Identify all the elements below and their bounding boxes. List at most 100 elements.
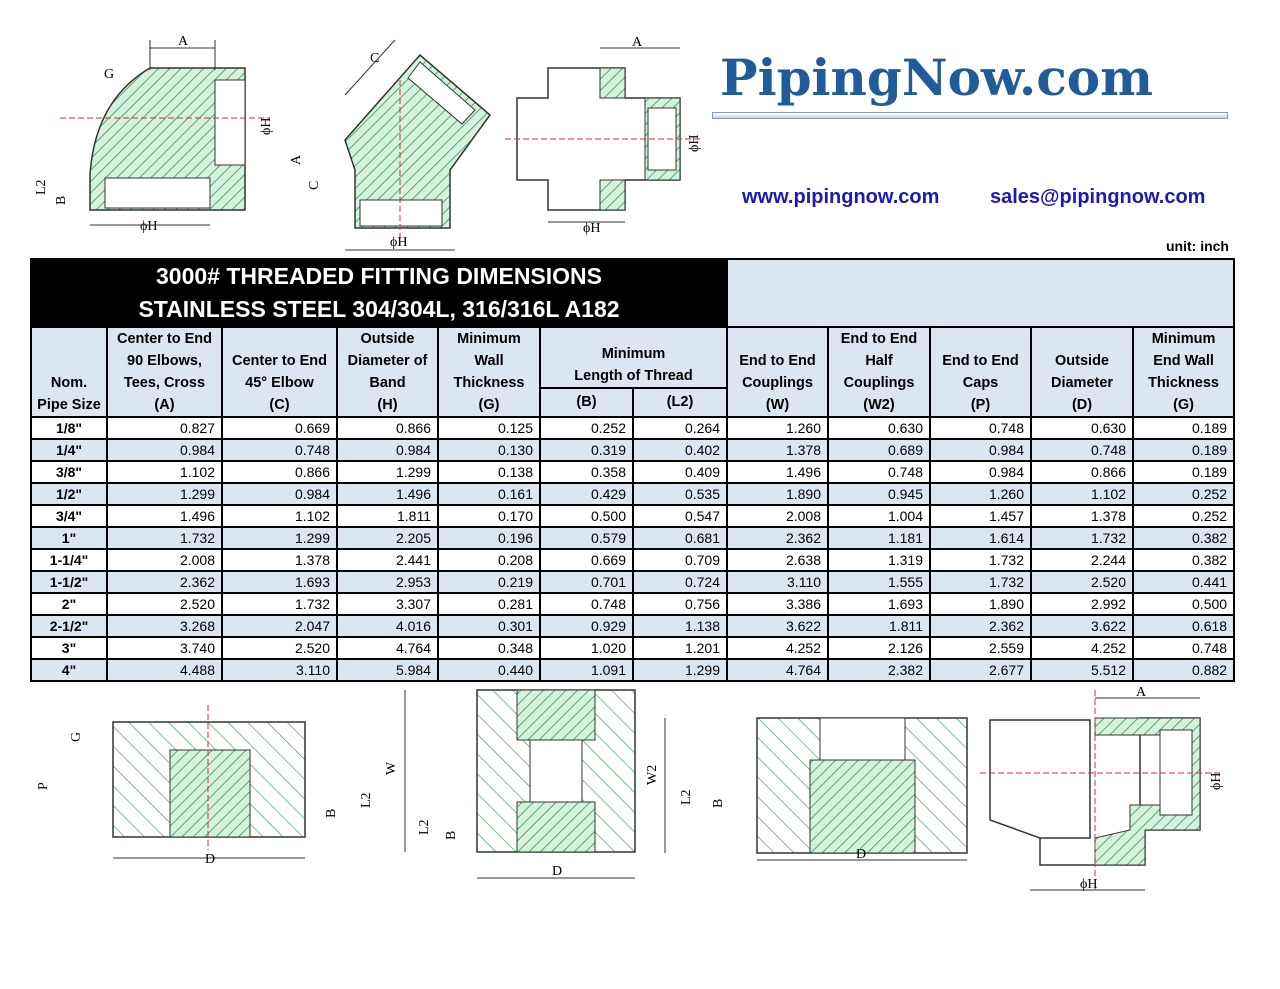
value-cell: 3.740 [106, 636, 223, 660]
svg-text:ϕH: ϕH [687, 135, 702, 152]
dimensions-table: 3000# THREADED FITTING DIMENSIONS STAINLE… [29, 258, 1236, 682]
value-cell: 4.252 [1030, 636, 1135, 660]
table-title: 3000# THREADED FITTING DIMENSIONS STAINLE… [29, 258, 729, 327]
value-cell: 1.299 [221, 526, 338, 550]
pipe-size-cell: 2-1/2" [30, 614, 108, 638]
value-cell: 0.301 [437, 614, 541, 638]
value-cell: 0.827 [106, 416, 223, 440]
value-cell: 2.559 [929, 636, 1033, 660]
value-cell: 0.130 [437, 438, 541, 462]
value-cell: 2.992 [1030, 592, 1135, 616]
value-cell: 4.016 [336, 614, 439, 638]
table-row: 1/8" 0.827 0.669 0.866 0.125 0.252 0.264 1.260 0… [30, 416, 1236, 440]
value-cell: 0.161 [437, 482, 541, 506]
svg-text:A: A [632, 35, 643, 50]
value-cell: 0.440 [437, 658, 541, 682]
value-cell: 0.756 [631, 592, 729, 616]
value-cell: 1.496 [106, 504, 223, 528]
value-cell: 0.882 [1132, 658, 1236, 682]
value-cell: 1.020 [539, 636, 634, 660]
value-cell: 5.984 [336, 658, 439, 682]
unit-label: unit: inch [1166, 238, 1229, 254]
value-cell: 5.512 [1030, 658, 1135, 682]
svg-text:A: A [178, 34, 189, 49]
value-cell: 0.500 [1132, 592, 1236, 616]
value-cell: 1.378 [221, 548, 338, 572]
pipe-size-cell: 1/2" [30, 482, 108, 506]
header-c: Center to End 45° Elbow (C) [221, 326, 338, 418]
email-link[interactable]: sales@pipingnow.com [990, 186, 1206, 208]
value-cell: 2.205 [336, 526, 439, 550]
value-cell: 1.732 [1030, 526, 1135, 550]
value-cell: 2.677 [929, 658, 1033, 682]
header-b: (B) [539, 386, 634, 419]
value-cell: 1.102 [1030, 482, 1135, 506]
value-cell: 2.382 [827, 658, 932, 682]
svg-text:C: C [370, 51, 379, 66]
value-cell: 2.008 [726, 504, 830, 528]
svg-text:B: B [444, 831, 459, 840]
value-cell: 1.138 [631, 614, 729, 638]
value-cell: 0.208 [437, 548, 541, 572]
value-cell: 0.748 [929, 416, 1033, 440]
svg-text:W2: W2 [645, 765, 660, 785]
value-cell: 3.307 [336, 592, 439, 616]
value-cell: 1.457 [929, 504, 1033, 528]
value-cell: 1.811 [827, 614, 932, 638]
value-cell: 0.358 [539, 460, 634, 484]
value-cell: 0.709 [631, 548, 729, 572]
value-cell: 1.732 [929, 570, 1033, 594]
value-cell: 0.125 [437, 416, 541, 440]
logo-underline [712, 112, 1228, 119]
website-link[interactable]: www.pipingnow.com [742, 186, 940, 208]
svg-text:ϕH: ϕH [140, 219, 157, 234]
svg-text:A: A [1136, 685, 1147, 700]
table-row: 3/4" 1.496 1.102 1.811 0.170 0.500 0.547 2.008 1… [30, 504, 1236, 528]
value-cell: 1.496 [336, 482, 439, 506]
table-row: 2-1/2" 3.268 2.047 4.016 0.301 0.929 1.138 3.62… [30, 614, 1236, 638]
value-cell: 1.201 [631, 636, 729, 660]
value-cell: 1.299 [336, 460, 439, 484]
value-cell: 0.630 [827, 416, 932, 440]
value-cell: 1.693 [827, 592, 932, 616]
value-cell: 0.630 [1030, 416, 1135, 440]
value-cell: 0.264 [631, 416, 729, 440]
pipe-size-cell: 2" [30, 592, 108, 616]
elbow-90-drawing: A G ϕH ϕH A L2 B [34, 34, 304, 234]
header-h: Outside Diameter of Band (H) [336, 326, 439, 418]
value-cell: 2.244 [1030, 548, 1135, 572]
value-cell: 2.126 [827, 636, 932, 660]
table-row: 1-1/2" 2.362 1.693 2.953 0.219 0.701 0.724 3.11… [30, 570, 1236, 594]
table-row: 2" 2.520 1.732 3.307 0.281 0.748 0.756 3.386 1.6… [30, 592, 1236, 616]
table-row: 1/2" 1.299 0.984 1.496 0.161 0.429 0.535 1.890 0… [30, 482, 1236, 506]
value-cell: 0.748 [1030, 438, 1135, 462]
value-cell: 0.669 [221, 416, 338, 440]
street-elbow-drawing: A ϕH ϕH [980, 685, 1224, 892]
value-cell: 3.622 [1030, 614, 1135, 638]
value-cell: 0.984 [221, 482, 338, 506]
value-cell: 0.984 [929, 438, 1033, 462]
svg-text:ϕH: ϕH [1209, 773, 1224, 790]
value-cell: 0.866 [221, 460, 338, 484]
value-cell: 0.984 [336, 438, 439, 462]
value-cell: 1.004 [827, 504, 932, 528]
svg-text:ϕH: ϕH [583, 221, 600, 236]
table-row: 3" 3.740 2.520 4.764 0.348 1.020 1.201 4.252 2.1… [30, 636, 1236, 660]
value-cell: 3.386 [726, 592, 830, 616]
tee-drawing: A ϕH ϕH [505, 35, 702, 236]
value-cell: 3.268 [106, 614, 223, 638]
value-cell: 0.579 [539, 526, 634, 550]
value-cell: 0.748 [827, 460, 932, 484]
value-cell: 0.319 [539, 438, 634, 462]
table-row: 1" 1.732 1.299 2.205 0.196 0.579 0.681 2.362 1.1… [30, 526, 1236, 550]
header-l2: (L2) [631, 386, 729, 419]
svg-text:L2: L2 [34, 179, 49, 195]
svg-text:D: D [552, 864, 562, 879]
table-row: 1-1/4" 2.008 1.378 2.441 0.208 0.669 0.709 2.63… [30, 548, 1236, 572]
value-cell: 2.953 [336, 570, 439, 594]
value-cell: 1.299 [631, 658, 729, 682]
svg-text:L2: L2 [679, 789, 694, 805]
header-a: Center to End 90 Elbows, Tees, Cross (A) [106, 326, 223, 418]
value-cell: 0.748 [221, 438, 338, 462]
value-cell: 0.866 [1030, 460, 1135, 484]
